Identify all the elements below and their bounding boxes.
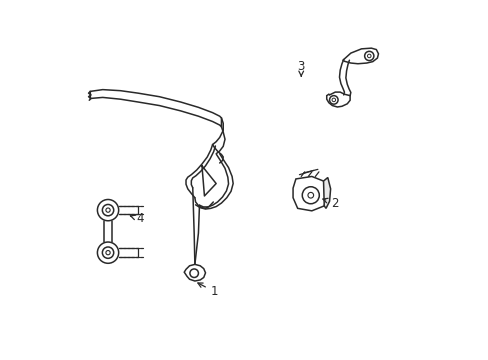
Polygon shape bbox=[90, 90, 221, 127]
Text: 1: 1 bbox=[198, 283, 218, 298]
Polygon shape bbox=[184, 264, 205, 281]
Circle shape bbox=[97, 242, 119, 263]
Circle shape bbox=[97, 199, 119, 221]
Polygon shape bbox=[343, 48, 378, 64]
Text: 2: 2 bbox=[322, 197, 338, 210]
Polygon shape bbox=[326, 92, 349, 107]
Polygon shape bbox=[323, 177, 330, 208]
Text: 3: 3 bbox=[297, 60, 305, 76]
Text: 4: 4 bbox=[130, 212, 143, 225]
Polygon shape bbox=[292, 176, 326, 211]
